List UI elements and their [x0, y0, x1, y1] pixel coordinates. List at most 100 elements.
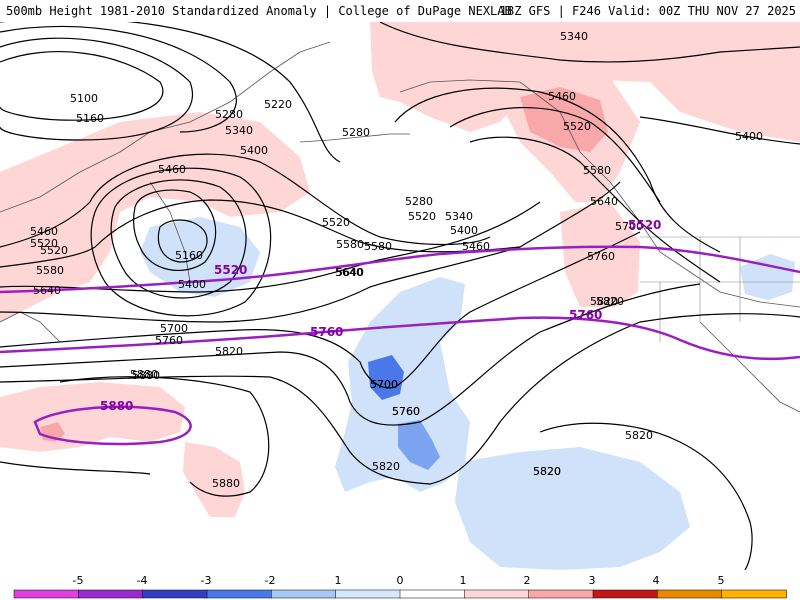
contour-label: 5460 [158, 163, 186, 176]
coastline-baja [699, 321, 800, 413]
contour-label: 5640 [590, 195, 618, 208]
anomaly-shading [0, 22, 800, 570]
contour-label: 5760 [587, 250, 615, 263]
model-run-info: 18Z GFS | F246 Valid: 00Z THU NOV 27 202… [499, 4, 796, 18]
contour-label: 5280 [342, 126, 370, 139]
contour-label: 5340 [225, 124, 253, 137]
contour-5820 [0, 313, 800, 485]
contour-label: 5460 [462, 240, 490, 253]
contour-label: 5160 [76, 112, 104, 125]
legend-color-swatch [399, 589, 466, 599]
contour-5400-east [639, 116, 800, 145]
contour-label: 5580 [364, 240, 392, 253]
contour-5220 [0, 25, 237, 133]
weather-map: 5340 5100 5160 5220 5280 5340 5400 5460 … [0, 22, 800, 570]
contour-label: 5820 [533, 465, 561, 478]
legend-tick: -4 [137, 574, 148, 587]
contour-label: 5700 [160, 322, 188, 335]
contour-label: 5460 [30, 225, 58, 238]
contour-label: 5880 [212, 477, 240, 490]
legend-tick: 3 [589, 574, 596, 587]
contour-label: 5400 [735, 130, 763, 143]
anomaly-negative-central-pacific [335, 277, 470, 492]
legend-color-swatch [721, 589, 787, 599]
contour-label: 5580 [583, 164, 611, 177]
contour-label: 5760 [392, 405, 420, 418]
contour-label: 5220 [264, 98, 292, 111]
anomaly-positive-siberia [0, 112, 310, 322]
contour-label: 5520 [30, 237, 58, 250]
contour-5760-highlight [0, 316, 800, 361]
legend-tick: 0 [397, 574, 404, 587]
contour-label: 5280 [405, 195, 433, 208]
contour-label: 5280 [215, 108, 243, 121]
highlight-label: 5760 [569, 308, 602, 322]
legend-color-swatch [657, 589, 723, 599]
legend-tick: 2 [524, 574, 531, 587]
contour-label: 5520 [40, 244, 68, 257]
contour-label: 5820 [372, 460, 400, 473]
contour-label: 5520 [408, 210, 436, 223]
legend-color-swatch [78, 589, 144, 599]
legend-tick-labels: -5 -4 -3 -2 1 0 1 2 3 4 5 [73, 574, 725, 587]
legend-color-swatch [271, 589, 337, 599]
contour-label: 5880 [132, 369, 160, 382]
contour-5160 [0, 37, 193, 141]
legend-color-swatch [592, 589, 659, 599]
contour-label: 5820 [596, 295, 624, 308]
contour-label: 5640 [33, 284, 61, 297]
contour-5160-center [157, 219, 208, 263]
color-legend: -5 -4 -3 -2 1 0 1 2 3 4 5 [0, 570, 800, 600]
contour-label: 5820 [533, 465, 561, 478]
contour-5100 [0, 50, 164, 121]
contour-5460-alaska [394, 87, 721, 253]
contour-5880 [59, 376, 270, 497]
anomaly-positive-pacific-northwest [560, 202, 640, 307]
legend-color-swatch [335, 589, 401, 599]
contour-label: 5640 [335, 266, 363, 279]
anomaly-negative-southeast [455, 447, 690, 570]
contour-5520 [0, 199, 521, 268]
highlight-labels: 5520 5520 5760 5760 5880 [100, 218, 661, 413]
anomaly-negative-east [740, 254, 795, 300]
legend-color-swatch [142, 589, 208, 599]
contour-label: 5400 [178, 278, 206, 291]
contour-label: 5340 [445, 210, 473, 223]
contour-5400-ring [90, 167, 272, 317]
legend-color-swatch [528, 589, 594, 599]
coastline-japan [0, 311, 61, 343]
contour-5580-alaska [469, 136, 721, 283]
contour-5640 [0, 181, 621, 323]
legend-tick: 1 [335, 574, 342, 587]
contour-5820-east [539, 422, 753, 570]
contour-5520-alaska [449, 106, 661, 203]
contour-label: 5160 [175, 249, 203, 262]
contour-5700 [0, 231, 641, 389]
contour-label: 5820 [215, 345, 243, 358]
header-bar: 500mb Height 1981-2010 Standardized Anom… [0, 0, 800, 22]
contour-label: 5700 [370, 378, 398, 391]
legend-tick: -2 [265, 574, 276, 587]
map-title: 500mb Height 1981-2010 Standardized Anom… [6, 4, 512, 18]
legend-tick: 5 [718, 574, 725, 587]
legend-color-swatch [464, 589, 530, 599]
legend-tick: 4 [653, 574, 660, 587]
coastline-alaska [399, 79, 800, 308]
contour-label: 5460 [548, 90, 576, 103]
contour-label: 5400 [240, 144, 268, 157]
highlight-label: 5760 [310, 325, 343, 339]
contour-5880-south [0, 461, 151, 475]
highlight-label: 5880 [100, 399, 133, 413]
highlight-label: 5520 [628, 218, 661, 232]
contour-5880-highlight [33, 405, 192, 446]
legend-tick: -3 [201, 574, 212, 587]
contour-5340-ring [110, 179, 247, 299]
contour-label: 5820 [625, 429, 653, 442]
highlight-contours [0, 245, 800, 446]
height-contours [0, 22, 800, 570]
contour-label: 5640 [336, 266, 364, 279]
contour-label: 5580 [36, 264, 64, 277]
legend-tick: -5 [73, 574, 84, 587]
anomaly-negative-moderate-pacific [398, 420, 440, 470]
anomaly-negative-strong-pacific [368, 355, 404, 400]
